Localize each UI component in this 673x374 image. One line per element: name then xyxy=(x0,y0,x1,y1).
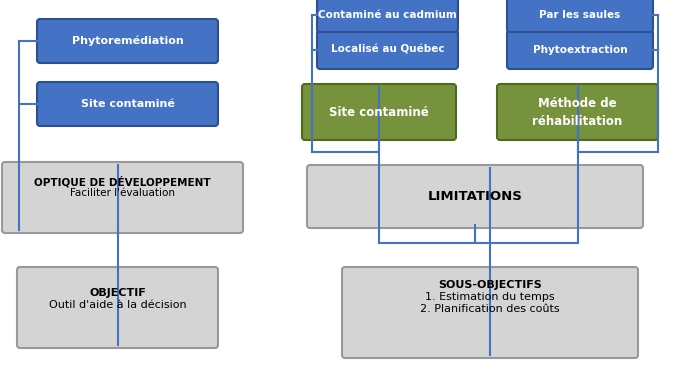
Text: Phytoextraction: Phytoextraction xyxy=(533,45,627,55)
Text: 1. Estimation du temps: 1. Estimation du temps xyxy=(425,292,555,302)
Text: OPTIQUE DE DÉVELOPPEMENT: OPTIQUE DE DÉVELOPPEMENT xyxy=(34,177,211,188)
Text: Site contaminé: Site contaminé xyxy=(329,105,429,119)
FancyBboxPatch shape xyxy=(317,30,458,69)
Text: Phytoremédiation: Phytoremédiation xyxy=(71,36,183,46)
FancyBboxPatch shape xyxy=(37,82,218,126)
Text: Contaminé au cadmium: Contaminé au cadmium xyxy=(318,9,457,19)
FancyBboxPatch shape xyxy=(497,84,658,140)
FancyBboxPatch shape xyxy=(317,0,458,32)
Text: Méthode de: Méthode de xyxy=(538,96,617,110)
FancyBboxPatch shape xyxy=(507,30,653,69)
Text: 2. Planification des coûts: 2. Planification des coûts xyxy=(420,304,560,314)
Text: Par les saules: Par les saules xyxy=(539,9,621,19)
FancyBboxPatch shape xyxy=(2,162,243,233)
FancyBboxPatch shape xyxy=(17,267,218,348)
FancyBboxPatch shape xyxy=(307,165,643,228)
Text: Site contaminé: Site contaminé xyxy=(81,99,174,109)
Text: OBJECTIF: OBJECTIF xyxy=(89,288,146,297)
Text: Localisé au Québec: Localisé au Québec xyxy=(330,45,444,55)
FancyBboxPatch shape xyxy=(37,19,218,63)
Text: LIMITATIONS: LIMITATIONS xyxy=(427,190,522,203)
Text: SOUS-OBJECTIFS: SOUS-OBJECTIFS xyxy=(438,280,542,290)
FancyBboxPatch shape xyxy=(507,0,653,32)
FancyBboxPatch shape xyxy=(302,84,456,140)
Text: Outil d'aide à la décision: Outil d'aide à la décision xyxy=(48,300,186,310)
Text: réhabilitation: réhabilitation xyxy=(532,114,623,128)
FancyBboxPatch shape xyxy=(342,267,638,358)
Text: Faciliter l'évaluation: Faciliter l'évaluation xyxy=(70,188,175,198)
